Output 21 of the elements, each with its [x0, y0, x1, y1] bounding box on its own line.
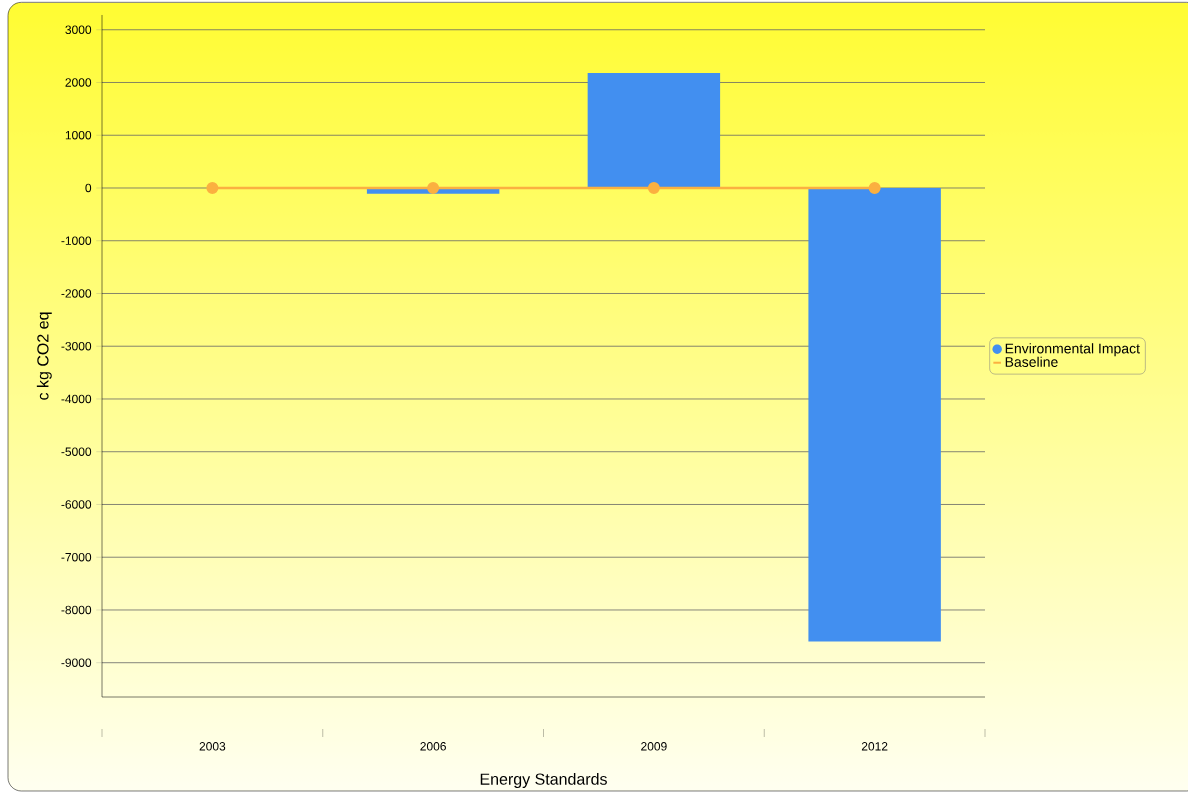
y-tick-label: 2000	[65, 78, 92, 87]
x-axis-title: Energy Standards	[480, 773, 607, 788]
y-tick-label: 1000	[65, 130, 92, 140]
x-tick-label: 2006	[420, 742, 446, 751]
y-tick-label: -7000	[61, 552, 92, 562]
y-tick-label: -2000	[61, 289, 92, 298]
y-tick-label: -8000	[61, 605, 92, 615]
y-tick-label: 0	[85, 183, 92, 193]
legend-label: Baseline	[1005, 356, 1058, 367]
y-tick-label: -6000	[61, 500, 92, 509]
y-tick-label: -9000	[61, 658, 92, 667]
y-tick-label: -1000	[61, 236, 92, 245]
x-tick-label: 2012	[861, 742, 888, 751]
legend-label: Environmental Impact	[1005, 343, 1140, 357]
y-tick-label: -3000	[61, 341, 92, 351]
y-axis-title: c kg CO2 eq	[36, 312, 52, 400]
x-tick-label: 2003	[199, 742, 226, 751]
x-tick-label: 2009	[641, 742, 667, 751]
y-tick-label: -4000	[61, 394, 92, 404]
y-tick-label: -5000	[61, 447, 92, 456]
y-tick-label: 3000	[65, 25, 92, 35]
